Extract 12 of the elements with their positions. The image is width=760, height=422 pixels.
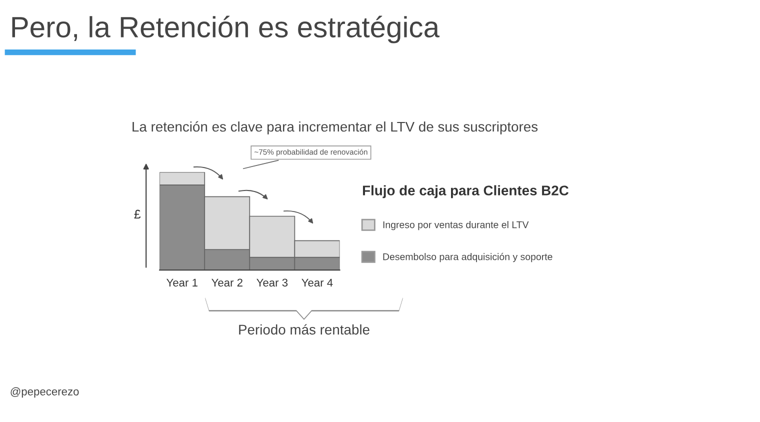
chart-title: Pero, la Retención es estratégica bbox=[12, 16, 440, 44]
text: @pepecerezo bbox=[10, 387, 79, 398]
x-tick-label: Year 2 bbox=[212, 278, 242, 287]
legend-label: Desembolso para adquisición y soporte bbox=[383, 252, 552, 262]
y-axis-title: £ bbox=[134, 210, 141, 219]
legend-title: Flujo de caja para Clientes B2C bbox=[362, 185, 569, 198]
legend-label: Ingreso por ventas durante el LTV bbox=[383, 221, 529, 230]
x-tick-label: Year 4 bbox=[302, 278, 333, 287]
text: Periodo más rentable bbox=[239, 324, 370, 335]
chart-subtitle: La retención es clave para incrementar el LTV de sus suscriptores bbox=[132, 121, 538, 134]
x-tick-label: Year 1 bbox=[166, 278, 198, 287]
x-tick-label: Year 3 bbox=[256, 278, 288, 287]
